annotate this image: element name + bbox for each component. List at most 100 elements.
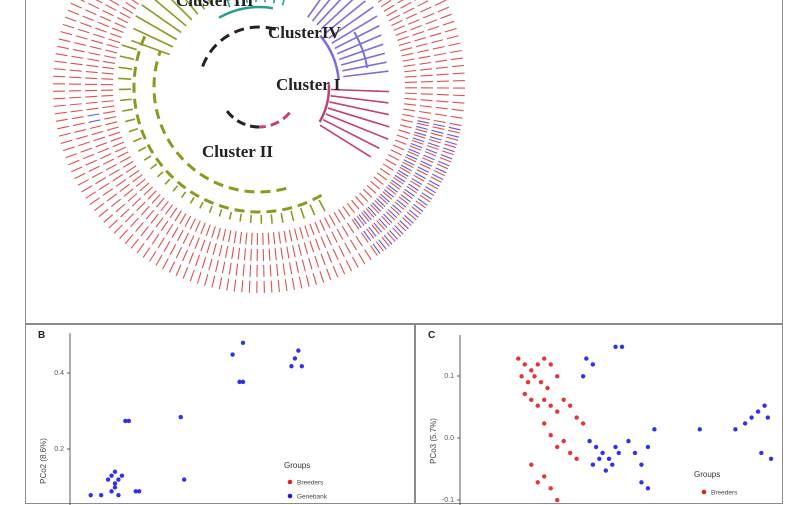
scatter-point-breeders: [568, 451, 572, 455]
y-tick-label: 0.4: [54, 370, 64, 377]
ring-tick: [442, 151, 453, 155]
ring-tick: [271, 281, 272, 293]
ring-tick: [378, 0, 388, 2]
ring-tick: [146, 210, 154, 219]
ring-tick: [371, 246, 378, 256]
tree-branch: [158, 172, 164, 177]
tree-branch: [310, 204, 315, 215]
ring-tick: [185, 216, 191, 227]
ring-tick: [88, 53, 100, 55]
ring-tick: [68, 160, 79, 165]
scatter-point-genebank: [106, 477, 110, 481]
ring-tick: [340, 263, 345, 274]
ring-tick: [404, 70, 416, 71]
ring-tick: [334, 212, 340, 222]
ring-tick: [356, 236, 363, 246]
ring-tick: [435, 114, 447, 116]
scatter-point-breeders: [516, 356, 520, 360]
ring-tick: [104, 215, 113, 223]
ring-tick: [346, 260, 351, 271]
legend-marker-genebank: [288, 494, 293, 499]
ring-tick: [189, 235, 194, 246]
ring-tick: [431, 133, 443, 136]
ring-tick: [83, 154, 94, 159]
ring-tick: [240, 232, 241, 244]
ring-tick: [359, 253, 365, 263]
ring-tick: [202, 257, 206, 268]
scatter-point-breeders: [581, 421, 585, 425]
ring-tick: [176, 265, 181, 276]
ring-tick: [342, 226, 348, 236]
ring-tick: [59, 133, 71, 136]
ring-tick: [129, 170, 139, 177]
ring-tick: [63, 147, 74, 151]
ring-tick: [74, 0, 85, 2]
ring-tick: [383, 164, 393, 170]
ring-tick: [270, 265, 271, 277]
ring-tick: [86, 160, 97, 165]
ring-tick: [445, 141, 457, 144]
ring-tick: [397, 135, 408, 139]
tree-branch: [301, 208, 305, 219]
ring-tick: [120, 157, 131, 163]
ring-tick: [110, 33, 121, 37]
ring-tick: [374, 177, 383, 184]
scatter-point-breeders: [536, 404, 540, 408]
ring-tick: [321, 254, 325, 265]
ring-tick: [391, 20, 402, 25]
tree-branch: [133, 138, 141, 142]
ring-tick: [313, 273, 316, 285]
legend-label-genebank: Genebank: [297, 494, 328, 501]
ring-tick: [76, 36, 88, 39]
ring-tick: [125, 214, 133, 223]
ring-tick: [426, 20, 437, 24]
ring-tick: [451, 58, 463, 60]
tree-branch: [138, 147, 146, 151]
ring-tick: [445, 28, 457, 31]
ring-tick: [57, 46, 69, 48]
ring-tick: [78, 142, 89, 146]
dendrogram-arc: [134, 34, 322, 212]
ring-tick: [93, 34, 104, 38]
ring-tick: [405, 98, 417, 99]
ring-tick: [236, 264, 237, 276]
scatter-point-breeders: [529, 462, 533, 466]
scatter-point-breeders: [555, 374, 559, 378]
scatter-point-breeders: [549, 433, 553, 437]
tree-branch: [200, 202, 203, 208]
ring-tick: [172, 227, 178, 237]
ring-tick: [85, 10, 96, 15]
ring-tick: [120, 209, 129, 217]
ring-tick: [420, 7, 431, 12]
ring-tick: [406, 14, 417, 19]
ring-tick: [414, 38, 426, 41]
ring-tick: [401, 2, 411, 8]
ring-tick: [71, 110, 83, 112]
ring-tick: [404, 65, 416, 67]
scatter-point-genebank: [127, 419, 131, 423]
ring-tick: [85, 78, 97, 79]
ring-tick: [418, 117, 430, 119]
scatter-point-breeders: [561, 398, 565, 402]
ring-tick: [435, 60, 447, 62]
ring-tick: [103, 111, 115, 113]
scatter-point-genebank: [652, 427, 656, 431]
ring-tick: [69, 77, 81, 78]
ring-tick: [249, 281, 250, 293]
ring-tick: [302, 260, 305, 272]
tree-branch: [165, 179, 170, 184]
ring-tick: [437, 94, 449, 95]
ring-tick: [350, 240, 356, 250]
ring-tick: [434, 120, 446, 122]
ring-tick: [140, 183, 149, 191]
ring-tick: [195, 238, 199, 249]
ring-tick: [279, 232, 281, 244]
ring-tick: [432, 130, 444, 133]
ring-tick: [71, 3, 82, 8]
tree-branch: [182, 192, 186, 198]
scatter-point-breeders: [523, 392, 527, 396]
ring-tick: [197, 272, 201, 283]
ring-tick: [320, 220, 325, 231]
ring-tick: [165, 205, 172, 215]
ring-tick: [339, 246, 344, 257]
